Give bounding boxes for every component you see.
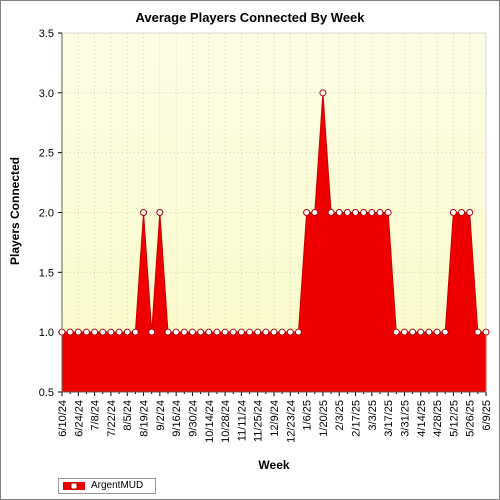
- data-point: [262, 328, 270, 336]
- chart-title: Average Players Connected By Week: [135, 10, 365, 25]
- data-point: [197, 328, 205, 336]
- x-tick-label: 7/22/24: [106, 400, 118, 437]
- data-point: [335, 209, 343, 216]
- x-tick-label: 5/12/25: [448, 400, 460, 437]
- y-tick-label: 3.5: [39, 28, 54, 40]
- data-point: [303, 209, 311, 216]
- x-tick-label: 3/31/25: [399, 400, 411, 437]
- data-point: [205, 328, 213, 336]
- data-point: [91, 328, 99, 336]
- x-tick-label: 9/16/24: [171, 400, 183, 437]
- x-tick-label: 7/8/24: [90, 400, 102, 431]
- data-point: [99, 328, 107, 336]
- data-point: [188, 328, 196, 336]
- data-point: [140, 209, 148, 216]
- x-tick-label: 9/2/24: [155, 400, 167, 431]
- x-tick-label: 10/28/24: [220, 400, 232, 443]
- x-tick-label: 12/23/24: [285, 400, 297, 443]
- data-point: [352, 209, 360, 216]
- x-axis-label: Week: [258, 458, 290, 472]
- y-tick-label: 0.5: [39, 387, 54, 399]
- data-point: [82, 328, 90, 336]
- y-tick-label: 2.5: [39, 148, 54, 160]
- x-tick-label: 8/19/24: [139, 400, 151, 437]
- data-point: [433, 328, 441, 336]
- data-point: [327, 209, 335, 216]
- x-tick-label: 9/30/24: [187, 400, 199, 437]
- data-point: [148, 328, 156, 336]
- data-point: [156, 209, 164, 216]
- data-point: [449, 209, 457, 216]
- data-point: [425, 328, 433, 336]
- x-tick-label: 1/20/25: [318, 400, 330, 437]
- x-tick-label: 11/25/24: [253, 400, 265, 442]
- data-point: [278, 328, 286, 336]
- x-tick-label: 3/3/25: [367, 400, 379, 431]
- x-tick-label: 4/14/25: [416, 400, 428, 437]
- x-tick-label: 2/17/25: [351, 400, 363, 437]
- data-point: [319, 89, 327, 97]
- data-point: [311, 209, 319, 216]
- x-tick-label: 6/24/24: [73, 400, 85, 437]
- x-tick-label: 10/14/24: [204, 400, 216, 443]
- data-point: [294, 328, 302, 336]
- data-point: [123, 328, 131, 336]
- y-tick-label: 1.0: [39, 327, 54, 339]
- data-point: [360, 209, 368, 216]
- data-point: [286, 328, 294, 336]
- legend-series-label: ArgentMUD: [91, 480, 144, 491]
- data-point: [343, 209, 351, 216]
- data-point: [384, 209, 392, 216]
- x-tick-label: 2/3/25: [334, 400, 346, 431]
- x-tick-label: 5/26/25: [465, 400, 477, 437]
- data-point: [164, 328, 172, 336]
- data-point: [229, 328, 237, 336]
- x-tick-label: 12/9/24: [269, 400, 281, 437]
- data-point: [246, 328, 254, 336]
- data-point: [400, 328, 408, 336]
- data-point: [254, 328, 262, 336]
- data-point: [376, 209, 384, 216]
- data-point: [172, 328, 180, 336]
- x-tick-label: 8/5/24: [122, 400, 134, 431]
- data-point: [115, 328, 123, 336]
- data-point: [466, 209, 474, 216]
- x-tick-label: 6/10/24: [57, 400, 69, 437]
- data-point: [74, 328, 82, 336]
- data-point: [441, 328, 449, 336]
- x-tick-label: 1/6/25: [302, 400, 314, 431]
- data-point: [458, 209, 466, 216]
- x-tick-label: 11/11/24: [236, 400, 248, 441]
- x-tick-label: 3/17/25: [383, 400, 395, 437]
- y-tick-label: 3.0: [39, 88, 54, 100]
- data-point: [107, 328, 115, 336]
- data-point: [66, 328, 74, 336]
- data-point: [270, 328, 278, 336]
- data-point: [180, 328, 188, 336]
- data-point: [392, 328, 400, 336]
- data-point: [409, 328, 417, 336]
- legend-swatch: [63, 482, 85, 490]
- data-point: [237, 328, 245, 336]
- x-tick-label: 4/28/25: [432, 400, 444, 437]
- y-tick-label: 2.0: [39, 208, 54, 220]
- legend: ArgentMUD: [58, 478, 156, 494]
- data-point: [368, 209, 376, 216]
- data-point: [213, 328, 221, 336]
- data-point: [417, 328, 425, 336]
- plot-border: [61, 32, 487, 393]
- data-point: [131, 328, 139, 336]
- data-point: [474, 328, 482, 336]
- data-point: [221, 328, 229, 336]
- y-tick-label: 1.5: [39, 267, 54, 279]
- x-tick-label: 6/9/25: [481, 400, 493, 431]
